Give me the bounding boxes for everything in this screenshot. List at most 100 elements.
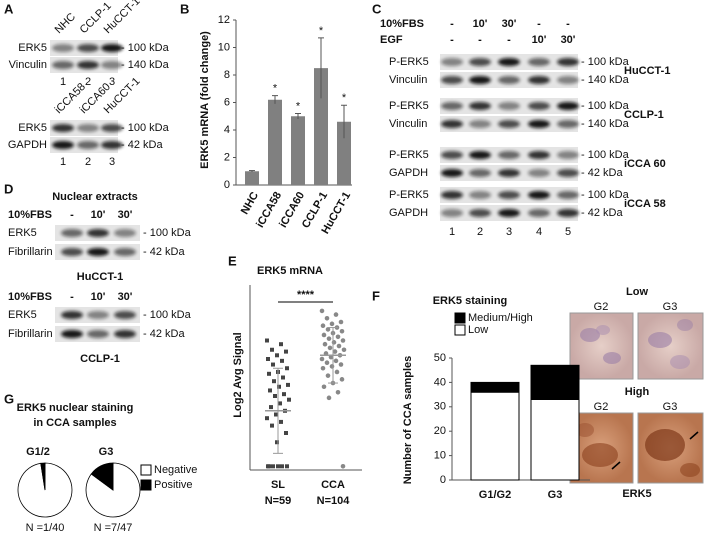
data-point [340,338,346,343]
data-point [336,343,342,349]
data-point [287,397,291,402]
condition-value: - [478,34,482,46]
data-point [285,464,289,469]
pie-label: N =1/40 [26,522,65,534]
x-tick-label: G1/G2 [479,489,511,501]
data-point [284,349,288,354]
condition-name: EGF [380,34,403,46]
blot-band [528,169,550,177]
blot-band [528,76,550,84]
legend-swatch [140,464,152,476]
data-point [276,464,280,469]
data-point [338,362,344,367]
data-point [324,316,330,321]
size-label: - 42 kDa [143,246,185,258]
data-point [341,347,347,353]
blot-band [557,209,579,217]
data-point [279,419,283,424]
pie-slice [90,462,114,491]
grade-label: G3 [663,301,678,313]
condition-value: 10' [532,34,547,46]
data-point [339,377,345,382]
significance: * [342,92,347,104]
blot-band [52,61,74,69]
blot-band [101,61,123,69]
blot-band [61,229,83,237]
chart-title: ERK5 nuclear staining [17,402,134,414]
condition-value: 10' [473,18,488,30]
size-label: - 42 kDa [581,207,623,219]
blot-band [61,330,83,338]
condition-value: - [450,34,454,46]
blot-band [557,191,579,199]
legend-swatch [454,324,466,336]
blot-band [114,311,136,319]
lane-number: 2 [85,76,91,88]
bar [337,121,351,185]
blot-band [469,120,491,128]
data-point [265,416,269,421]
panel-label: C [372,1,382,16]
legend-swatch [140,479,152,491]
stain-label: ERK5 [622,488,651,500]
blot-band [498,169,520,177]
lane-label: - [70,291,74,303]
blot-band [469,209,491,217]
y-tick-label: 6 [224,96,230,108]
category-note: N=59 [265,495,292,507]
size-label: - 100 kDa [581,100,630,112]
blot-band [557,120,579,128]
legend-label: Medium/High [468,312,533,324]
blot-band [557,151,579,159]
blot-band [87,248,109,256]
blot-band [441,209,463,217]
condition-value: - [566,18,570,30]
blot-band [528,102,550,110]
data-point [325,327,331,332]
y-tick-label: 4 [224,124,230,136]
x-tick-label: G3 [548,489,563,501]
data-point [272,379,276,384]
blot-band [441,102,463,110]
data-point [277,384,281,389]
data-point [278,401,282,406]
blot-band [114,248,136,256]
blot-band [61,248,83,256]
lane-number: 5 [565,226,571,238]
data-point [275,353,279,358]
data-point [286,382,290,387]
blot-band [557,76,579,84]
blot-band [441,169,463,177]
data-point [333,358,339,364]
blot-band [469,151,491,159]
panel-label: B [180,1,189,16]
row-label: GAPDH [389,207,428,219]
legend-label: Low [468,324,488,336]
data-point [327,345,333,351]
data-point [285,366,289,371]
blot-band [101,44,123,52]
y-tick-label: 12 [218,14,230,26]
blot-band [469,191,491,199]
size-label: - 100 kDa [143,309,192,321]
bar [245,171,259,185]
lane-number: 3 [109,156,115,168]
size-label: - 100 kDa [581,149,630,161]
chart-title: ERK5 staining [433,295,508,307]
data-point [266,357,270,361]
data-point [267,464,271,469]
data-point [269,405,273,410]
lane-number: 3 [506,226,512,238]
data-point [339,328,345,334]
data-point [321,332,327,338]
cell-line: iCCA 58 [624,198,666,210]
y-axis-label: Log2 Avg Signal [232,332,244,417]
lane-label: HuCCT-1 [102,75,143,116]
blot-band [528,151,550,159]
data-point [334,369,340,375]
blot-band [557,169,579,177]
row-label: P-ERK5 [389,56,429,68]
panel-label: F [372,288,380,303]
blot-band [498,151,520,159]
size-label: - 42 kDa [121,139,163,151]
